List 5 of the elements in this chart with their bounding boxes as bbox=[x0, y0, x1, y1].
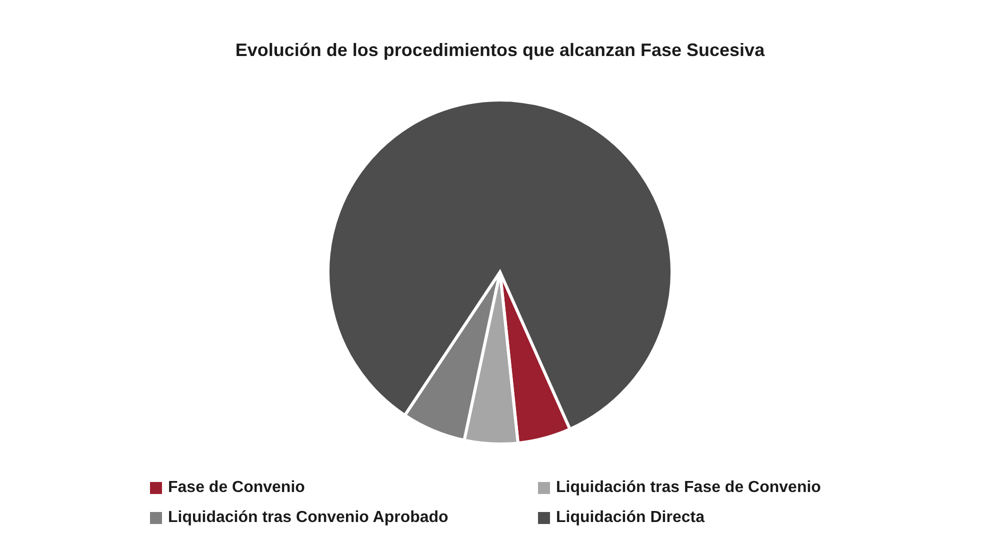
legend-label: Liquidación Directa bbox=[556, 509, 704, 527]
chart-title: Evolución de los procedimientos que alcanzan Fase Sucesiva bbox=[234, 40, 766, 61]
legend-label: Liquidación tras Fase de Convenio bbox=[556, 479, 821, 497]
legend-label: Liquidación tras Convenio Aprobado bbox=[168, 509, 448, 527]
legend-label: Fase de Convenio bbox=[168, 479, 305, 497]
